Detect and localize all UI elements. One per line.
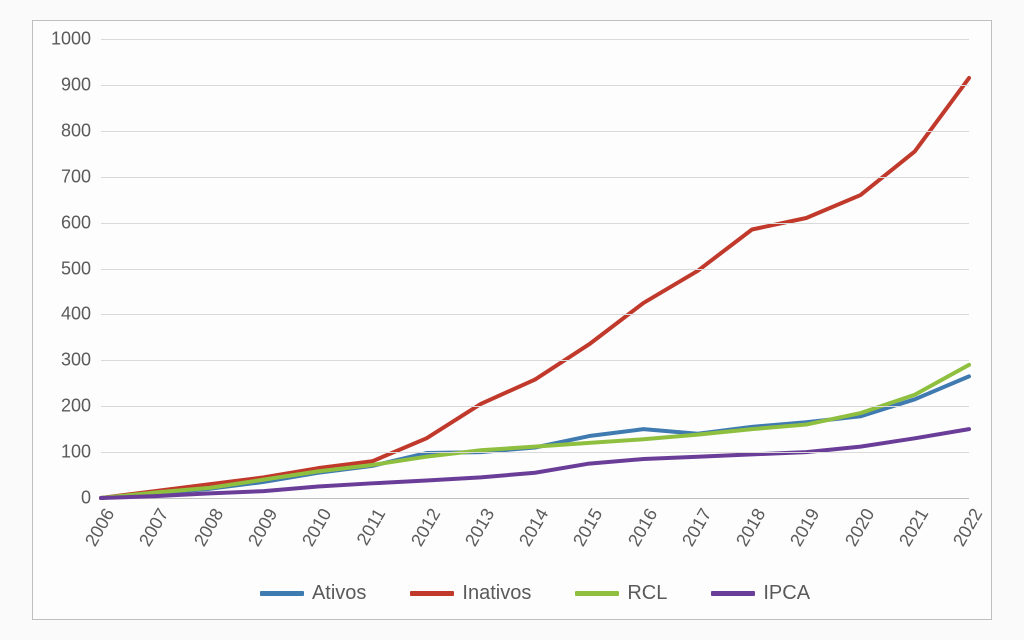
gridline xyxy=(101,131,969,132)
x-tick-label: 2010 xyxy=(298,505,336,550)
legend-label: Ativos xyxy=(312,582,366,605)
y-tick-label: 100 xyxy=(61,442,101,463)
series-inativos xyxy=(101,78,969,498)
gridline xyxy=(101,269,969,270)
x-tick-label: 2020 xyxy=(840,505,878,550)
x-tick-label: 2013 xyxy=(461,505,499,550)
x-tick-label: 2019 xyxy=(786,505,824,550)
legend-label: RCL xyxy=(627,582,667,605)
y-tick-label: 200 xyxy=(61,396,101,417)
series-rcl xyxy=(101,365,969,498)
x-tick-label: 2021 xyxy=(895,505,933,550)
y-tick-label: 400 xyxy=(61,304,101,325)
gridline xyxy=(101,39,969,40)
gridline xyxy=(101,85,969,86)
y-tick-label: 1000 xyxy=(51,29,101,50)
legend-item-inativos: Inativos xyxy=(410,582,531,605)
gridline xyxy=(101,406,969,407)
legend-swatch xyxy=(711,591,755,596)
legend-label: Inativos xyxy=(462,582,531,605)
x-tick-label: 2008 xyxy=(189,505,227,550)
x-tick-label: 2011 xyxy=(353,505,391,549)
legend-label: IPCA xyxy=(763,582,810,605)
gridline xyxy=(101,223,969,224)
x-tick-label: 2017 xyxy=(678,505,716,550)
legend-swatch xyxy=(260,591,304,596)
gridline xyxy=(101,360,969,361)
x-tick-label: 2018 xyxy=(732,505,770,550)
y-tick-label: 900 xyxy=(61,74,101,95)
legend-item-ipca: IPCA xyxy=(711,582,810,605)
plot-area: 01002003004005006007008009001000 xyxy=(101,39,969,499)
x-tick-label: 2014 xyxy=(515,505,553,550)
gridline xyxy=(101,452,969,453)
x-tick-label: 2022 xyxy=(949,505,987,550)
gridline xyxy=(101,314,969,315)
chart-legend: Ativos Inativos RCL IPCA xyxy=(101,582,969,605)
y-tick-label: 700 xyxy=(61,166,101,187)
x-tick-label: 2009 xyxy=(244,505,282,550)
line-chart: 01002003004005006007008009001000 2006200… xyxy=(32,20,992,620)
legend-item-ativos: Ativos xyxy=(260,582,366,605)
y-tick-label: 0 xyxy=(81,488,101,509)
x-tick-label: 2007 xyxy=(135,505,173,550)
y-tick-label: 500 xyxy=(61,258,101,279)
y-tick-label: 300 xyxy=(61,350,101,371)
legend-swatch xyxy=(410,591,454,596)
gridline xyxy=(101,177,969,178)
y-tick-label: 600 xyxy=(61,212,101,233)
x-tick-label: 2012 xyxy=(406,505,444,550)
x-tick-label: 2015 xyxy=(569,505,607,550)
x-tick-label: 2006 xyxy=(81,505,119,550)
x-tick-label: 2016 xyxy=(623,505,661,550)
legend-item-rcl: RCL xyxy=(575,582,667,605)
y-tick-label: 800 xyxy=(61,120,101,141)
legend-swatch xyxy=(575,591,619,596)
